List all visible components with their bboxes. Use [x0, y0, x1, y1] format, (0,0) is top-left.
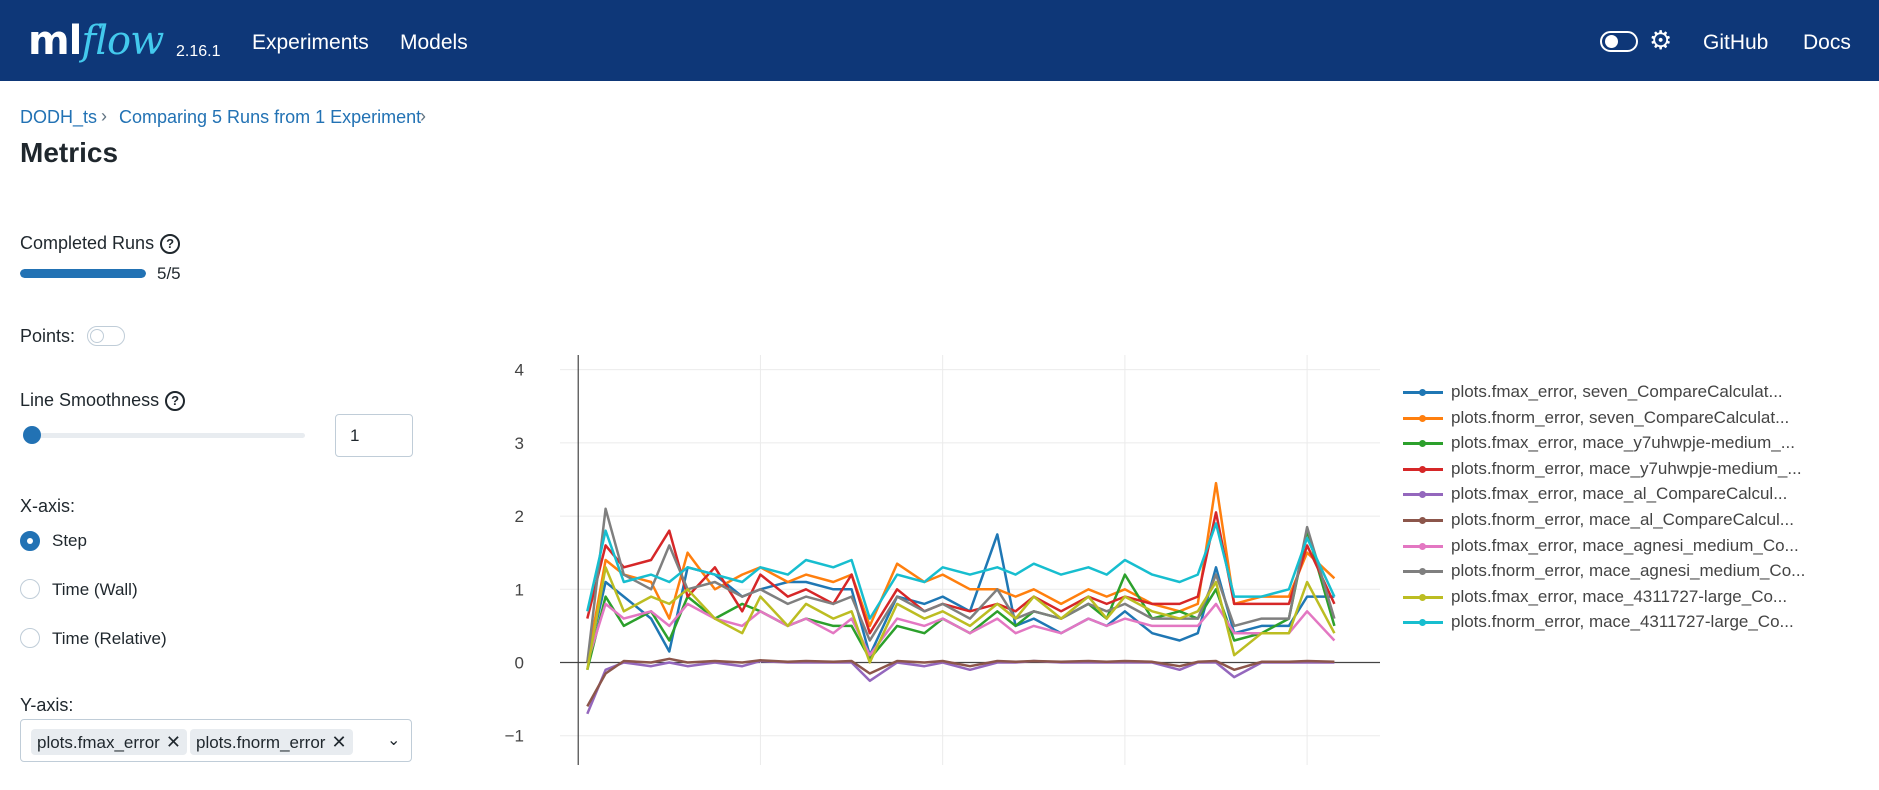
progress-fill — [20, 269, 146, 278]
switch-knob — [90, 329, 104, 343]
logo-flow: flow — [81, 18, 164, 64]
x-axis-label: X-axis: — [20, 496, 76, 516]
y-tick-label: 4 — [515, 361, 524, 380]
dark-mode-toggle[interactable] — [1600, 31, 1638, 52]
legend-marker — [1419, 389, 1426, 396]
series-line — [586, 602, 1336, 663]
legend-label: plots.fmax_error, mace_agnesi_medium_Co.… — [1451, 535, 1799, 555]
legend-label: plots.fnorm_error, mace_4311727-large_Co… — [1451, 612, 1794, 632]
legend-label: plots.fmax_error, mace_4311727-large_Co.… — [1451, 586, 1788, 606]
version-label: 2.16.1 — [176, 43, 221, 60]
legend-marker — [1419, 593, 1426, 601]
x-axis-step-radio[interactable] — [20, 531, 40, 551]
series-line — [586, 522, 1336, 620]
y-tick-label: 0 — [515, 654, 524, 673]
legend-label: plots.fnorm_error, mace_agnesi_medium_Co… — [1451, 561, 1806, 581]
breadcrumb-separator-icon: › — [101, 106, 107, 126]
legend-marker — [1419, 619, 1426, 627]
legend-item[interactable]: plots.fnorm_error, mace_y7uhwpje-medium_… — [1403, 458, 1833, 482]
nav-docs[interactable]: Docs — [1803, 31, 1851, 54]
legend-marker — [1419, 517, 1426, 524]
completed-runs-progress — [20, 269, 146, 278]
completed-runs-text: Completed Runs — [20, 233, 155, 253]
y-axis-label: Y-axis: — [20, 695, 74, 715]
tag-label: plots.fnorm_error — [196, 733, 326, 752]
legend-item[interactable]: plots.fnorm_error, mace_agnesi_medium_Co… — [1403, 560, 1833, 584]
legend-marker — [1419, 568, 1426, 576]
nav-experiments[interactable]: Experiments — [252, 31, 369, 54]
help-icon[interactable]: ? — [165, 391, 186, 411]
smoothness-slider-track[interactable] — [25, 433, 305, 438]
completed-runs-count: 5/5 — [157, 264, 181, 283]
points-toggle[interactable] — [87, 326, 125, 346]
x-axis-step-label[interactable]: Step — [52, 531, 87, 550]
series-line — [586, 566, 1336, 671]
y-tick-label: 1 — [515, 580, 524, 599]
line-smoothness-label: Line Smoothness? — [20, 390, 186, 411]
legend-item[interactable]: plots.fnorm_error, seven_CompareCalculat… — [1403, 407, 1833, 431]
legend-label: plots.fnorm_error, mace_al_CompareCalcul… — [1451, 510, 1794, 529]
legend-marker — [1419, 542, 1426, 550]
legend-label: plots.fmax_error, mace_y7uhwpje-medium_.… — [1451, 433, 1795, 453]
legend-marker — [1419, 414, 1426, 422]
toggle-knob — [1605, 35, 1618, 48]
breadcrumb-separator-icon: › — [420, 106, 426, 126]
legend-item[interactable]: plots.fmax_error, mace_4311727-large_Co.… — [1403, 586, 1833, 610]
legend-item[interactable]: plots.fnorm_error, mace_4311727-large_Co… — [1403, 611, 1833, 635]
legend-item[interactable]: plots.fmax_error, mace_agnesi_medium_Co.… — [1403, 535, 1833, 559]
legend-label: plots.fmax_error, seven_CompareCalculat.… — [1451, 382, 1783, 401]
nav-github[interactable]: GitHub — [1703, 31, 1769, 54]
logo-ml: ml — [28, 18, 82, 64]
points-label: Points: — [20, 326, 76, 346]
legend-item[interactable]: plots.fmax_error, seven_CompareCalculat.… — [1403, 381, 1833, 405]
y-axis-tag: plots.fmax_error ✕ — [31, 729, 187, 755]
sun-gear-icon: ⚙ — [1649, 25, 1673, 55]
legend-label: plots.fnorm_error, seven_CompareCalculat… — [1451, 407, 1790, 427]
legend-label: plots.fmax_error, mace_al_CompareCalcul.… — [1451, 484, 1788, 504]
y-tick-label: −1 — [505, 727, 524, 746]
legend-marker — [1419, 465, 1426, 473]
smoothness-input[interactable] — [335, 414, 413, 457]
legend-marker — [1419, 440, 1426, 448]
tag-label: plots.fmax_error — [37, 733, 160, 752]
legend-item[interactable]: plots.fnorm_error, mace_al_CompareCalcul… — [1403, 509, 1833, 533]
legend-item[interactable]: plots.fmax_error, mace_al_CompareCalcul.… — [1403, 483, 1833, 507]
y-tick-label: 3 — [515, 434, 524, 453]
x-axis-wall-radio[interactable] — [20, 579, 40, 599]
breadcrumb-compare-runs[interactable]: Comparing 5 Runs from 1 Experiment — [119, 107, 422, 127]
legend-marker — [1419, 491, 1426, 499]
line-smoothness-text: Line Smoothness — [20, 390, 160, 410]
mlflow-logo[interactable]: mlflow — [28, 18, 164, 64]
x-axis-wall-label[interactable]: Time (Wall) — [52, 580, 138, 599]
x-axis-relative-radio[interactable] — [20, 628, 40, 648]
completed-runs-label: Completed Runs? — [20, 233, 181, 254]
series-line — [586, 511, 1336, 635]
legend-item[interactable]: plots.fmax_error, mace_y7uhwpje-medium_.… — [1403, 432, 1833, 456]
series-line — [586, 657, 1335, 708]
help-icon[interactable]: ? — [160, 234, 181, 254]
breadcrumb-experiment[interactable]: DODH_ts — [20, 107, 98, 127]
x-axis-relative-label[interactable]: Time (Relative) — [52, 629, 167, 648]
smoothness-slider-thumb[interactable] — [23, 426, 41, 444]
remove-tag-icon[interactable]: ✕ — [165, 732, 181, 752]
series-line — [586, 659, 1335, 715]
y-axis-tag: plots.fnorm_error ✕ — [190, 729, 353, 755]
nav-models[interactable]: Models — [400, 31, 468, 54]
legend-label: plots.fnorm_error, mace_y7uhwpje-medium_… — [1451, 458, 1802, 478]
y-tick-label: 2 — [515, 507, 524, 526]
page-title: Metrics — [20, 137, 119, 168]
chevron-down-icon[interactable]: ⌄ — [387, 732, 401, 749]
y-axis-select[interactable]: plots.fmax_error ✕ plots.fnorm_error ✕ ⌄ — [20, 719, 412, 762]
top-nav-bar: mlflow 2.16.1 Experiments Models ⚙ GitHu… — [0, 0, 1879, 81]
remove-tag-icon[interactable]: ✕ — [331, 732, 347, 752]
